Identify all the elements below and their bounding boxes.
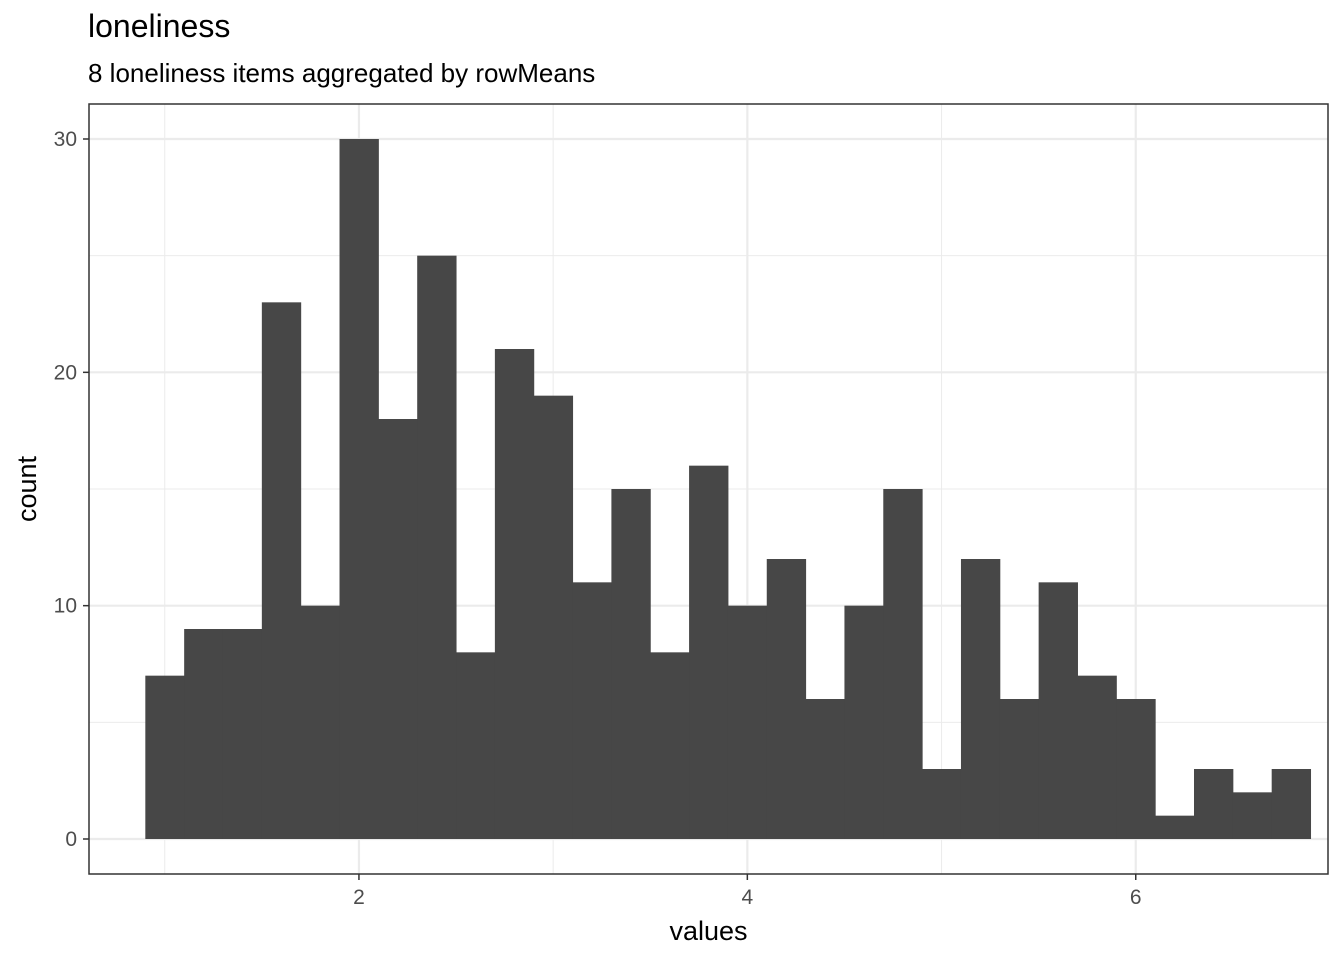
chart-subtitle: 8 loneliness items aggregated by rowMean… — [88, 58, 596, 88]
x-tick-label: 6 — [1130, 886, 1142, 909]
histogram-bar — [999, 699, 1040, 839]
y-tick-label: 20 — [54, 361, 77, 384]
x-axis-label: values — [669, 916, 747, 946]
panel-border — [88, 103, 1329, 875]
histogram-bar — [689, 465, 729, 839]
histogram-bar — [1194, 769, 1234, 839]
histogram-bar — [145, 675, 185, 839]
histogram-bar — [960, 559, 1001, 839]
histogram-bar — [1271, 769, 1312, 839]
y-tick-label: 0 — [65, 828, 77, 851]
histogram-bar — [1038, 582, 1078, 839]
histogram-bar — [417, 255, 457, 839]
histogram-bar — [456, 652, 496, 839]
histogram-bar — [805, 699, 845, 839]
y-axis-ticks: 0 10 20 30 — [54, 128, 89, 851]
histogram-bar — [261, 302, 302, 839]
histogram-bar — [533, 395, 574, 839]
x-tick-label: 4 — [741, 886, 753, 909]
histogram-bar — [727, 605, 768, 839]
x-axis-ticks: 2 4 6 — [353, 874, 1142, 909]
chart-title: loneliness — [88, 8, 231, 44]
histogram-bar — [494, 349, 535, 839]
x-tick-label: 2 — [353, 886, 365, 909]
histogram-bar — [650, 652, 690, 839]
histogram-bar — [1155, 815, 1195, 839]
histogram-bar — [378, 419, 418, 839]
histogram-bar — [611, 489, 651, 839]
y-tick-label: 30 — [54, 128, 77, 151]
histogram-bar — [572, 582, 612, 839]
histogram-bar — [883, 489, 923, 839]
histogram-bars — [145, 139, 1312, 839]
y-axis-label: count — [12, 455, 42, 522]
histogram-bar — [300, 605, 341, 839]
histogram-bar — [922, 769, 962, 839]
histogram-bar — [844, 605, 884, 839]
histogram-bar — [184, 629, 224, 839]
histogram-bar — [222, 629, 263, 839]
histogram-bar — [1077, 675, 1117, 839]
histogram-bar — [1232, 792, 1273, 839]
histogram-bar — [766, 559, 807, 839]
histogram-bar — [339, 139, 379, 839]
histogram-bar — [1116, 699, 1156, 839]
y-tick-label: 10 — [54, 595, 77, 618]
